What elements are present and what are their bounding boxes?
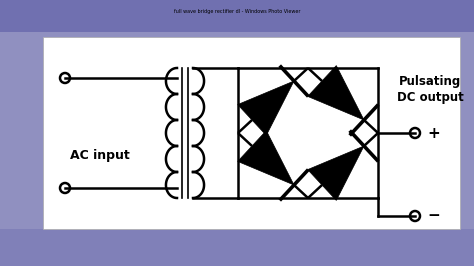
Text: +: + <box>427 126 440 140</box>
Polygon shape <box>237 81 294 135</box>
Polygon shape <box>308 66 364 120</box>
Polygon shape <box>308 146 364 200</box>
Bar <box>0 229 474 266</box>
Polygon shape <box>237 131 294 185</box>
Text: −: − <box>427 209 440 223</box>
Text: AC input: AC input <box>70 148 130 161</box>
Text: full wave bridge rectifier dl - Windows Photo Viewer: full wave bridge rectifier dl - Windows … <box>174 9 300 14</box>
Text: Pulsating
DC output: Pulsating DC output <box>397 76 464 105</box>
Bar <box>43 37 460 229</box>
Bar <box>0 0 474 32</box>
